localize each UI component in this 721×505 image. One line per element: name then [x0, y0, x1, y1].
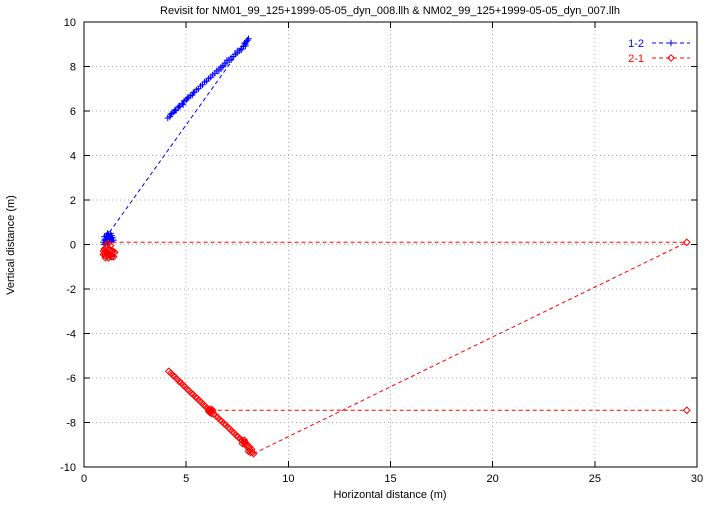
y-tick-label: -2 — [66, 284, 76, 296]
legend-entry-2-1: 2-1 — [628, 53, 690, 65]
y-tick-label: 6 — [70, 106, 76, 118]
series-line — [253, 241, 688, 455]
x-axis-label: Horizontal distance (m) — [333, 489, 446, 501]
legend: 1-22-1 — [628, 38, 690, 65]
x-tick-label: 5 — [183, 473, 189, 485]
series-1-2 — [100, 35, 252, 260]
diamond-markers — [99, 238, 691, 458]
series-line — [105, 37, 249, 239]
x-tick-label: 30 — [691, 473, 703, 485]
legend-diamond-marker — [667, 54, 675, 62]
plus-markers — [100, 35, 252, 260]
y-tick-label: -4 — [66, 329, 76, 341]
legend-plus-marker — [667, 39, 675, 47]
x-tick-label: 10 — [282, 473, 294, 485]
y-tick-label: 8 — [70, 62, 76, 74]
legend-label: 1-2 — [628, 38, 644, 50]
x-tick-label: 20 — [487, 473, 499, 485]
y-tick-label: -8 — [66, 418, 76, 430]
series-2-1 — [99, 238, 691, 458]
gridlines — [83, 21, 698, 468]
chart-title: Revisit for NM01_99_125+1999-05-05_dyn_0… — [160, 5, 620, 17]
legend-label: 2-1 — [628, 53, 644, 65]
y-axis-label: Vertical distance (m) — [5, 195, 17, 295]
y-tick-label: 10 — [64, 17, 76, 29]
y-tick-label: -10 — [60, 462, 76, 474]
legend-entry-1-2: 1-2 — [628, 38, 690, 50]
y-tick-label: -6 — [66, 373, 76, 385]
y-tick-label: 2 — [70, 195, 76, 207]
axes: 0 5 10 15 20 25 30 -10 -8 -6 -4 -2 0 2 4 6 8 10 — [60, 17, 703, 485]
y-tick-label: 4 — [70, 151, 76, 163]
x-tick-label: 15 — [384, 473, 396, 485]
y-tick-label: 0 — [70, 240, 76, 252]
x-tick-label: 0 — [81, 473, 87, 485]
x-tick-label: 25 — [589, 473, 601, 485]
series-layer — [99, 35, 691, 458]
